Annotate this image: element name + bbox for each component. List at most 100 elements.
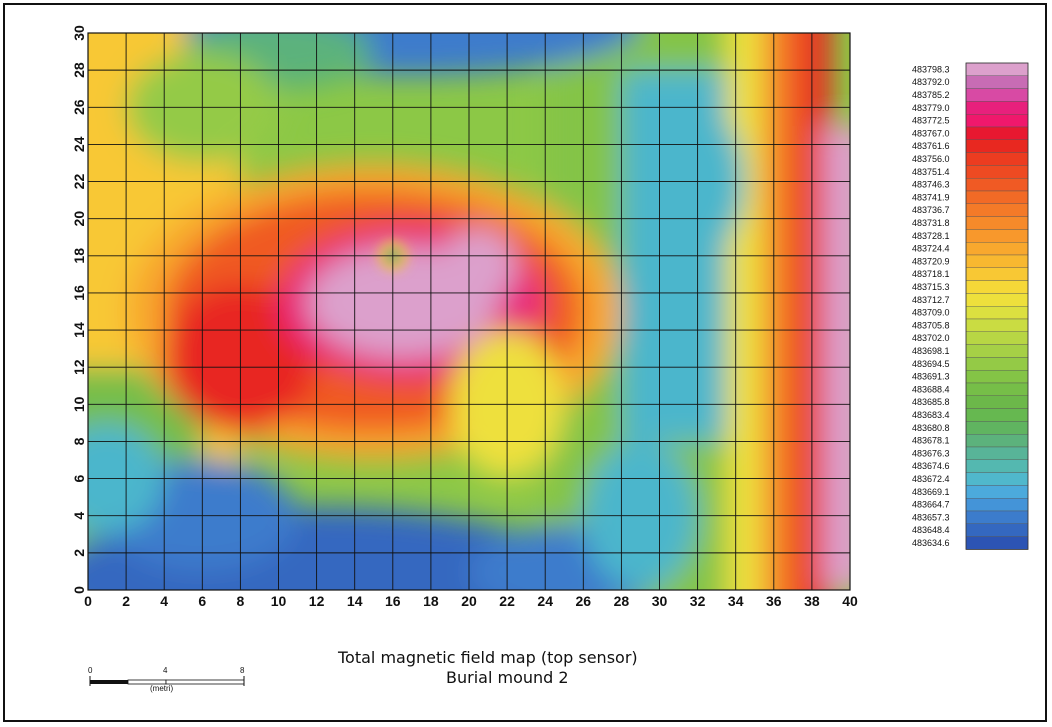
legend-label: 483634.6 <box>912 538 950 548</box>
x-tick-label: 2 <box>122 593 130 609</box>
legend-label: 483718.1 <box>912 269 950 279</box>
x-tick-label: 14 <box>347 593 363 609</box>
legend-swatch <box>965 62 1029 77</box>
legend-label: 483688.4 <box>912 384 950 394</box>
y-tick-label: 10 <box>71 396 87 412</box>
x-tick-label: 38 <box>804 593 820 609</box>
legend-swatch <box>965 306 1029 320</box>
legend-swatch <box>965 139 1029 153</box>
legend-label: 483698.1 <box>912 346 950 356</box>
x-tick-label: 18 <box>423 593 439 609</box>
legend-swatch <box>965 408 1029 422</box>
legend-label: 483741.9 <box>912 192 950 202</box>
x-tick-label: 12 <box>309 593 325 609</box>
legend-swatch <box>965 229 1029 243</box>
legend-label: 483746.3 <box>912 180 950 190</box>
y-tick-label: 26 <box>71 99 87 115</box>
y-tick-label: 8 <box>71 437 87 445</box>
y-tick-label: 14 <box>71 322 87 338</box>
legend-swatch <box>965 267 1029 281</box>
legend-label: 483705.8 <box>912 320 950 330</box>
legend-swatch <box>965 216 1029 230</box>
legend-swatch <box>965 344 1029 358</box>
legend-label: 483683.4 <box>912 410 950 420</box>
x-tick-label: 26 <box>576 593 592 609</box>
legend-swatch <box>965 357 1029 371</box>
x-tick-label: 28 <box>614 593 630 609</box>
scale-bar-graphic <box>89 676 245 686</box>
legend-swatch <box>965 177 1029 192</box>
x-tick-label: 22 <box>499 593 515 609</box>
y-tick-label: 28 <box>71 62 87 78</box>
legend-label: 483672.4 <box>912 474 950 484</box>
x-tick-label: 36 <box>766 593 782 609</box>
plot-border <box>87 32 851 591</box>
x-tick-label: 4 <box>160 593 168 609</box>
legend-label: 483676.3 <box>912 448 950 458</box>
legend-swatch <box>965 280 1029 294</box>
legend-label: 483785.2 <box>912 90 950 100</box>
legend-swatch <box>965 510 1029 525</box>
legend-label: 483720.9 <box>912 256 950 266</box>
legend-label: 483685.8 <box>912 397 950 407</box>
legend-swatch <box>965 395 1029 409</box>
legend: 483798.3 483792.0 483785.2 483779.0 483772.5… <box>912 62 1029 550</box>
scale-bar: 0 4 8 (metri) <box>88 664 248 694</box>
y-tick-label: 12 <box>71 359 87 375</box>
legend-label: 483767.0 <box>912 128 950 138</box>
legend-label: 483709.0 <box>912 308 950 318</box>
x-tick-label: 20 <box>461 593 477 609</box>
x-tick-label: 16 <box>385 593 401 609</box>
y-tick-label: 18 <box>71 248 87 264</box>
legend-label: 483694.5 <box>912 359 950 369</box>
y-tick-label: 2 <box>71 549 87 557</box>
x-tick-label: 34 <box>728 593 744 609</box>
field-surface <box>88 33 850 590</box>
y-tick-label: 0 <box>71 586 87 594</box>
legend-swatch <box>965 254 1029 269</box>
x-tick-label: 40 <box>842 593 858 609</box>
scale-tick-8: 8 <box>240 666 245 675</box>
legend-swatch <box>965 190 1029 205</box>
legend-label: 483715.3 <box>912 282 950 292</box>
legend-swatch <box>965 485 1029 499</box>
legend-label: 483779.0 <box>912 103 950 113</box>
y-tick-label: 16 <box>71 285 87 301</box>
legend-swatch <box>965 203 1029 217</box>
legend-label: 483680.8 <box>912 423 950 433</box>
legend-swatch <box>965 370 1029 384</box>
x-tick-label: 32 <box>690 593 706 609</box>
legend-label: 483648.4 <box>912 525 950 535</box>
legend-swatch <box>965 536 1029 550</box>
legend-label: 483792.0 <box>912 77 950 87</box>
legend-swatch <box>965 152 1029 166</box>
legend-swatch <box>965 241 1029 256</box>
legend-label: 483664.7 <box>912 500 950 510</box>
legend-label: 483702.0 <box>912 333 950 343</box>
legend-swatch <box>965 446 1029 461</box>
legend-swatch <box>965 382 1029 397</box>
x-tick-label: 30 <box>652 593 668 609</box>
legend-border <box>965 62 1029 550</box>
legend-swatch <box>965 75 1029 89</box>
chart-subtitle: Burial mound 2 <box>446 668 569 687</box>
grid <box>87 32 851 591</box>
y-tick-label: 20 <box>71 211 87 227</box>
x-tick-label: 8 <box>237 593 245 609</box>
legend-label: 483728.1 <box>912 231 950 241</box>
legend-label: 483678.1 <box>912 436 950 446</box>
legend-swatch <box>965 331 1029 345</box>
blob-anomaly-pink-right <box>440 227 517 303</box>
scale-unit: (metri) <box>150 684 174 693</box>
legend-label: 483772.5 <box>912 116 950 126</box>
x-tick-label: 0 <box>84 593 92 609</box>
y-tick-label: 22 <box>71 174 87 190</box>
y-tick-label: 30 <box>71 25 87 41</box>
legend-swatch <box>965 165 1029 179</box>
legend-label: 483712.7 <box>912 295 950 305</box>
scale-tick-0: 0 <box>88 666 93 675</box>
x-tick-label: 10 <box>271 593 287 609</box>
legend-swatch <box>965 126 1029 141</box>
legend-label: 483736.7 <box>912 205 950 215</box>
